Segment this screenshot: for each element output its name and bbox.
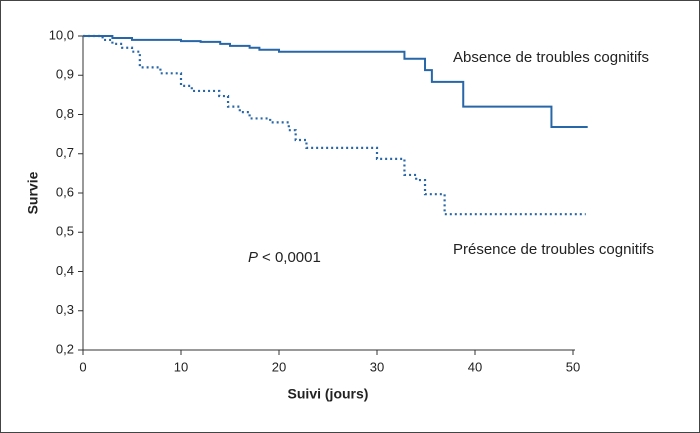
x-tick-label: 50 [566,359,580,374]
legend-label: Présence de troubles cognitifs [453,241,654,258]
x-tick-label: 30 [370,359,384,374]
p-value: P < 0,0001 [248,249,321,266]
y-tick-label: 10,0 [49,27,74,42]
y-tick-label: 0,6 [56,184,74,199]
y-axis-label: Survie [25,171,41,214]
survival-curve [83,35,588,129]
y-tick-label: 0,3 [56,302,74,317]
y-tick-label: 0,7 [56,145,74,160]
x-tick-label: 10 [174,359,188,374]
legend-label: Absence de troubles cognitifs [453,49,649,66]
p-text: < 0,0001 [262,249,321,266]
x-axis-label: Suivi (jours) [288,386,369,402]
y-tick-label: 0,2 [56,341,74,356]
p-symbol: P [248,249,258,266]
x-tick-label: 40 [468,359,482,374]
survival-curve [83,34,586,216]
y-tick-label: 0,4 [56,263,74,278]
x-tick-label: 20 [272,359,286,374]
y-tick-label: 0,5 [56,224,74,239]
y-tick-label: 0,9 [56,67,74,82]
x-tick-label: 0 [79,359,86,374]
y-tick-label: 0,8 [56,106,74,121]
